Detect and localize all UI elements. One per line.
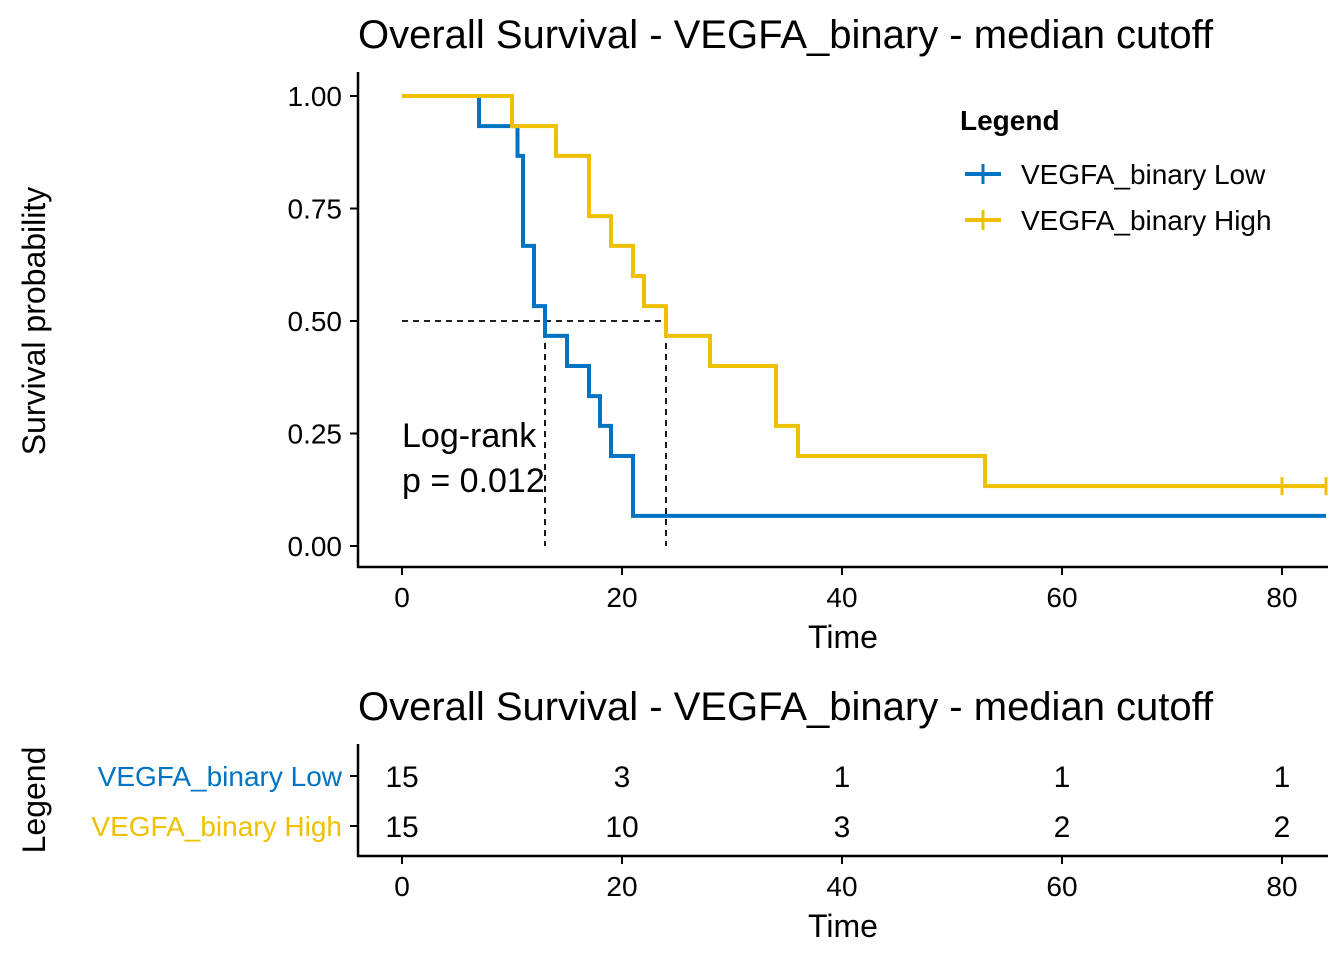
risk-table-title: Overall Survival - VEGFA_binary - median… [358, 685, 1214, 729]
risk-count: 15 [385, 811, 418, 844]
x-tick-label: 60 [1046, 582, 1077, 613]
km-curves [402, 94, 1328, 518]
km-curve-low [402, 94, 1326, 518]
risk-count: 3 [614, 761, 631, 794]
logrank-label: Log-rank [402, 417, 537, 455]
y-axis-ticks: 0.00 0.25 0.50 0.75 1.00 [288, 81, 358, 562]
risk-x-axis-ticks: 0 20 40 60 80 [394, 856, 1298, 902]
risk-count: 2 [1274, 811, 1291, 844]
risk-count: 15 [385, 761, 418, 794]
y-tick-label: 0.00 [288, 531, 343, 562]
legend-label-high: VEGFA_binary High [1021, 205, 1272, 236]
legend: Legend VEGFA_binary Low VEGFA_binary Hig… [960, 105, 1272, 236]
y-tick-label: 0.25 [288, 419, 343, 450]
plot-title: Overall Survival - VEGFA_binary - median… [358, 13, 1214, 57]
risk-table-rows: VEGFA_binary Low 15 3 1 1 1 VEGFA_binary High 1… [91, 761, 1290, 844]
x-tick-label: 80 [1266, 582, 1297, 613]
risk-count: 10 [605, 811, 638, 844]
y-tick-label: 1.00 [288, 81, 343, 112]
risk-x-tick-label: 20 [606, 871, 637, 902]
x-tick-label: 20 [606, 582, 637, 613]
median-reference-lines [402, 320, 667, 546]
risk-row-label: VEGFA_binary Low [98, 761, 343, 792]
risk-x-tick-label: 60 [1046, 871, 1077, 902]
risk-count: 1 [834, 761, 851, 794]
x-tick-label: 40 [826, 582, 857, 613]
km-curve-high [402, 94, 1326, 489]
risk-count: 1 [1274, 761, 1291, 794]
legend-label-low: VEGFA_binary Low [1021, 159, 1266, 190]
risk-count: 1 [1054, 761, 1071, 794]
risk-count: 3 [834, 811, 851, 844]
y-tick-label: 0.50 [288, 306, 343, 337]
risk-x-tick-label: 40 [826, 871, 857, 902]
risk-x-tick-label: 80 [1266, 871, 1297, 902]
risk-y-axis-title: Legend [16, 747, 52, 854]
y-tick-label: 0.75 [288, 194, 343, 225]
pvalue-label: p = 0.012 [402, 462, 545, 500]
x-tick-label: 0 [394, 582, 410, 613]
x-axis-title: Time [808, 619, 878, 655]
risk-x-tick-label: 0 [394, 871, 410, 902]
risk-x-axis-title: Time [808, 908, 878, 944]
legend-entry-low: VEGFA_binary Low [965, 159, 1266, 190]
legend-entry-high: VEGFA_binary High [965, 205, 1272, 236]
risk-count: 2 [1054, 811, 1071, 844]
risk-row-label: VEGFA_binary High [91, 811, 342, 842]
x-axis-ticks: 0 20 40 60 80 [394, 567, 1298, 613]
y-axis-title: Survival probability [16, 187, 52, 456]
legend-title: Legend [960, 105, 1060, 136]
